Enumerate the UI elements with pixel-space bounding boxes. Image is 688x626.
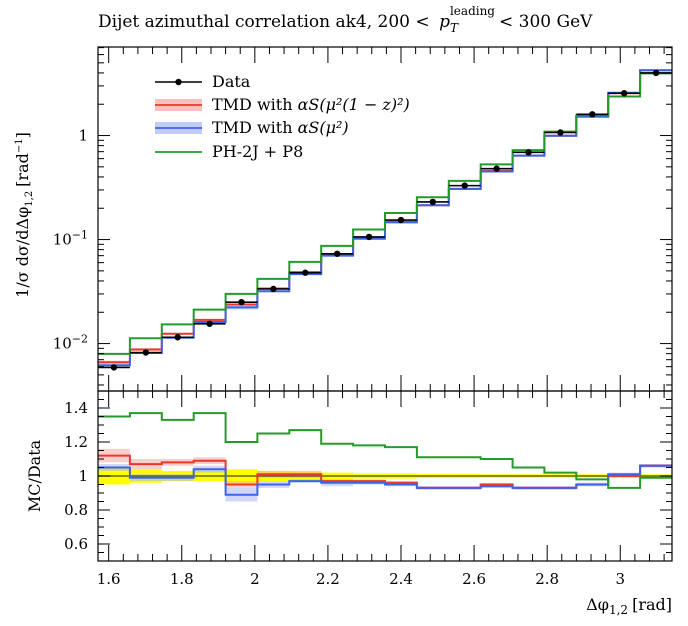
data-point [461, 182, 468, 189]
ratio-tick-label: 0.8 [64, 501, 88, 519]
ratio-bands [98, 448, 672, 502]
legend-label-data: Data [212, 72, 251, 91]
data-point [270, 285, 277, 293]
ratio-y-axis-label: MC/Data [25, 439, 44, 512]
x-axis-label: Δφ1,2 [rad] [586, 595, 672, 617]
x-tick-label: 1.8 [170, 570, 194, 588]
data-point [397, 216, 405, 224]
ratio-plot: 0.6 0.8 1 1.2 1.4 1.6 1.8 2 2.2 2.4 2.6 2.8 3 [64, 390, 673, 588]
data-point [206, 320, 213, 327]
data-point [238, 298, 245, 306]
x-tick-label: 3 [615, 570, 625, 588]
x-axis: 1.6 1.8 2 2.2 2.4 2.6 2.8 3 [97, 391, 665, 588]
ratio-plot-frame [97, 390, 673, 562]
svg-text:1/σ dσ/dΔφ1,2[rad−1]: 1/σ dσ/dΔφ1,2[rad−1] [13, 132, 35, 298]
main-y-axis-label: 1/σ dσ/dΔφ1,2[rad−1] [13, 132, 35, 298]
legend: Data TMD with αS(μ²(1 − z)²) TMD with αS(μ… [155, 72, 410, 161]
ratio-lines [98, 412, 672, 496]
ratio-tick-label: 0.6 [64, 535, 88, 553]
data-point [142, 349, 150, 356]
data-point [589, 111, 596, 118]
x-tick-label: 2.4 [389, 570, 413, 588]
x-tick-label: 2.6 [462, 570, 486, 588]
ratio-tick-label: 1.2 [64, 433, 88, 451]
main-series-ph2j-p8 [98, 72, 672, 355]
data-point [525, 149, 532, 156]
data-point [365, 233, 373, 241]
data-point [493, 165, 500, 172]
data-point [333, 250, 341, 257]
data-point [429, 198, 437, 206]
data-point [174, 334, 181, 341]
chart-title: Dijet azimuthal correlation ak4, 200 < p… [98, 4, 593, 35]
x-tick-label: 1.6 [97, 570, 121, 588]
data-point [652, 69, 660, 77]
main-x-ticks [108, 47, 665, 391]
y-tick-label: 10−1 [53, 229, 88, 249]
legend-label: TMD with αS(μ²(1 − z)²) [212, 95, 410, 114]
ratio-series-ph2j-p8 [98, 412, 672, 489]
data-point [557, 129, 564, 136]
ratio-tick-label: 1 [78, 467, 88, 485]
ratio-tick-label: 1.4 [64, 399, 88, 417]
data-point [110, 364, 118, 371]
data-point [302, 269, 309, 276]
y-label-frac: 1/σ dσ/dΔφ [13, 207, 32, 298]
legend-label: PH-2J + P8 [212, 142, 303, 161]
ratio-y-axis: 0.6 0.8 1 1.2 1.4 [64, 390, 672, 562]
data-points [98, 69, 672, 371]
main-plot: 10−2 10−1 1 [53, 46, 673, 392]
y-tick-label: 1 [78, 127, 88, 145]
ratio-series-tmd-alpha-mu [98, 464, 672, 496]
x-tick-label: 2.2 [316, 570, 340, 588]
legend-data-marker [175, 78, 182, 86]
x-tick-label: 2 [250, 570, 260, 588]
data-point [620, 90, 628, 97]
y-tick-label: 10−2 [53, 333, 88, 353]
x-tick-label: 2.8 [535, 570, 559, 588]
main-y-axis: 10−2 10−1 1 [53, 47, 672, 386]
legend-label: TMD with αS(μ²) [212, 118, 349, 137]
